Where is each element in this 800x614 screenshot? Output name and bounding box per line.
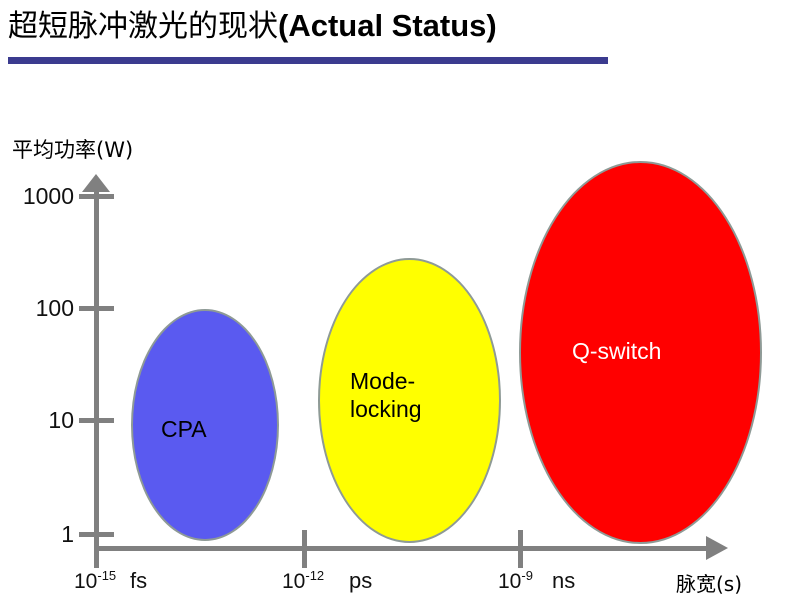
y-tick-mark-100: [79, 306, 114, 311]
x-tick-mark-ns: [518, 530, 523, 568]
y-axis-arrow-icon: [82, 174, 110, 192]
bubble-cpa[interactable]: [131, 309, 279, 541]
page-title-cjk: 超短脉冲激光的现状: [8, 9, 278, 44]
y-axis-title: 平均功率(W): [12, 138, 134, 162]
x-tick-label-fs: 10-15: [74, 568, 117, 593]
y-axis-line: [94, 186, 99, 562]
x-tick-base-ns: 10: [498, 570, 522, 593]
x-tick-base-fs: 10: [74, 570, 98, 593]
bubble-label-q-switch: Q-switch: [572, 338, 662, 364]
title-divider: [8, 57, 608, 64]
x-unit-label-ps: ps: [349, 568, 373, 593]
x-tick-exponent-ns: -9: [521, 568, 533, 583]
x-tick-exponent-fs: -15: [97, 568, 117, 583]
y-tick-mark-10: [79, 418, 114, 423]
y-tick-mark-1000: [79, 194, 114, 199]
title-block: 超短脉冲激光的现状(Actual Status): [8, 4, 648, 64]
bubble-q-switch[interactable]: [519, 161, 762, 544]
x-axis-title: 脉宽(s): [676, 572, 743, 596]
page-title-latin: (Actual Status): [278, 8, 497, 43]
x-axis-arrow-icon: [706, 536, 728, 560]
bubble-label-cpa: CPA: [161, 416, 207, 442]
x-unit-label-ns: ns: [552, 568, 576, 593]
x-tick-label-ns: 10-9: [498, 568, 533, 593]
y-tick-label-1: 1: [61, 521, 74, 547]
x-tick-mark-fs: [94, 530, 99, 568]
x-tick-base-ps: 10: [282, 570, 306, 593]
x-tick-mark-ps: [302, 530, 307, 568]
page-title: 超短脉冲激光的现状(Actual Status): [8, 6, 497, 47]
x-unit-label-fs: fs: [130, 568, 148, 593]
bubble-label-mode-locking: Mode- locking: [350, 368, 422, 423]
y-tick-label-100: 100: [35, 295, 74, 321]
y-tick-label-10: 10: [48, 407, 74, 433]
x-tick-label-ps: 10-12: [282, 568, 325, 593]
y-tick-label-1000: 1000: [22, 183, 74, 209]
x-tick-exponent-ps: -12: [305, 568, 325, 583]
x-axis-line: [94, 546, 710, 551]
bubble-mode-locking[interactable]: [318, 258, 501, 543]
